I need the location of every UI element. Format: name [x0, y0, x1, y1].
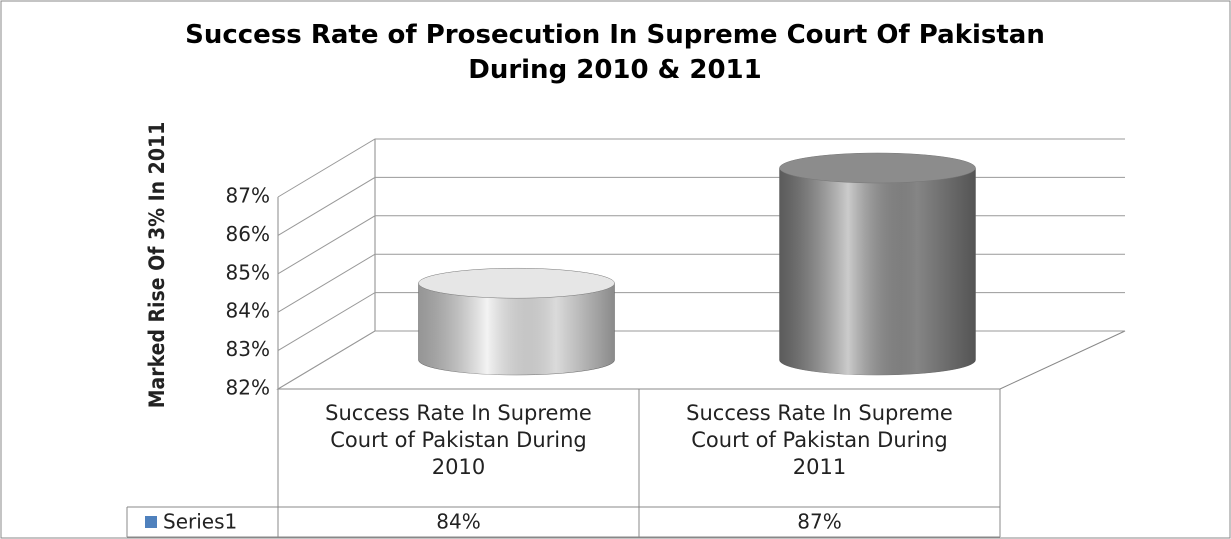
value-label: 84%	[436, 510, 480, 534]
cylinder-shade	[418, 283, 615, 376]
y-tick-label: 87%	[226, 184, 270, 208]
y-tick-label: 84%	[226, 299, 270, 323]
grid-line	[277, 253, 1125, 313]
grid-line	[277, 215, 1125, 275]
y-axis-label: Marked Rise Of 3% In 2011	[145, 122, 169, 409]
value-label: 87%	[797, 510, 841, 534]
grid-line	[277, 176, 1125, 236]
cylinder	[779, 152, 976, 376]
legend-label: Series1	[163, 510, 237, 534]
legend-swatch	[145, 516, 157, 528]
category-label: Success Rate In Supreme Court of Pakista…	[686, 401, 953, 479]
y-tick-label: 86%	[226, 222, 270, 246]
cylinder-top	[418, 267, 615, 299]
grid-line	[277, 330, 1125, 390]
cylinder-top	[779, 152, 976, 184]
category-label: Success Rate In Supreme Court of Pakista…	[325, 401, 592, 479]
chart-title: Success Rate of Prosecution In Supreme C…	[185, 20, 1045, 85]
floor	[276, 330, 1126, 390]
y-tick-label: 83%	[226, 337, 270, 361]
grid-line	[277, 292, 1125, 352]
y-tick-label: 82%	[226, 376, 270, 400]
cylinder-shade	[779, 168, 976, 376]
grid-line	[277, 138, 1125, 198]
y-tick-label: 85%	[226, 260, 270, 284]
cylinder	[418, 267, 615, 376]
